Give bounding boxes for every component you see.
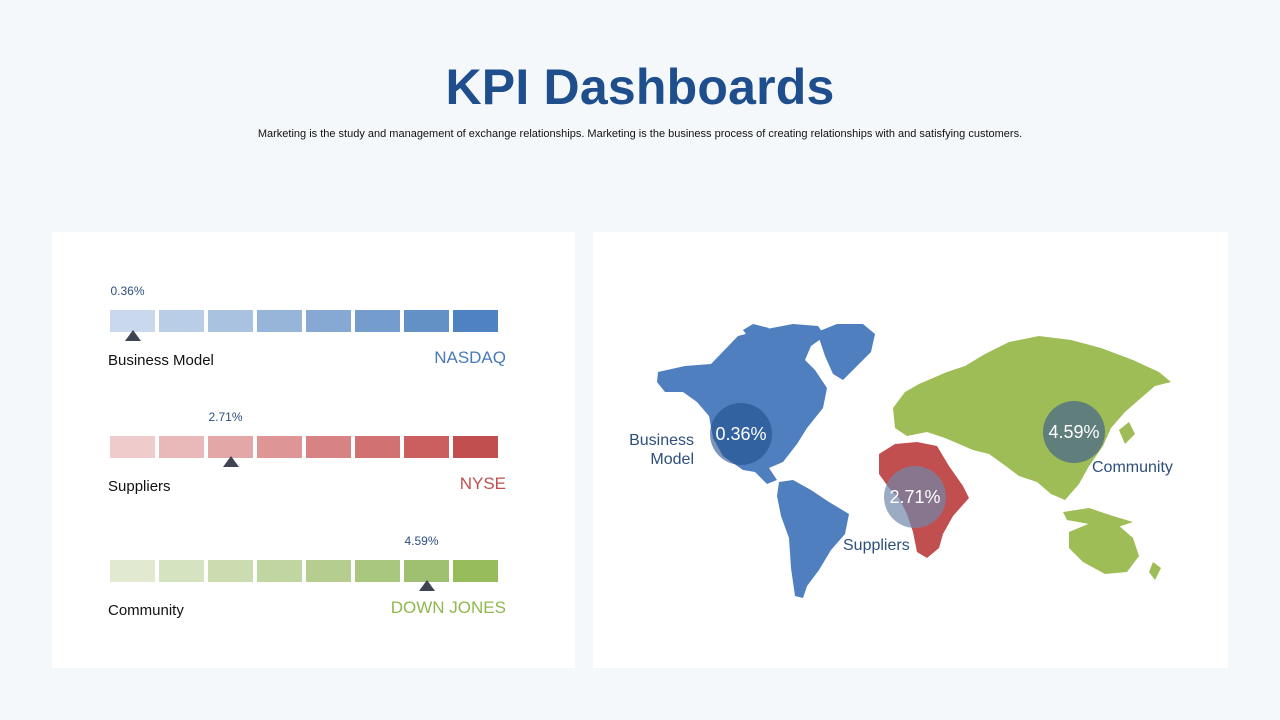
kpi-segment	[453, 560, 498, 582]
map-bubble-community	[1043, 401, 1105, 463]
kpi-marker-icon	[124, 330, 141, 341]
map-region-greenland	[817, 324, 875, 380]
kpi-row-community: 4.59% Community DOWN JONES	[108, 534, 510, 654]
page-subtitle: Marketing is the study and management of…	[257, 128, 1023, 140]
map-region-south-america	[777, 480, 849, 598]
page-title: KPI Dashboards	[445, 59, 835, 115]
kpi-segment	[453, 436, 498, 458]
kpi-segment	[257, 560, 302, 582]
kpi-segment	[159, 560, 204, 582]
kpi-segment	[355, 560, 400, 582]
map-label-community: Community	[1092, 459, 1173, 476]
kpi-segment	[159, 436, 204, 458]
kpi-segment	[208, 560, 253, 582]
kpi-segment	[110, 560, 155, 582]
kpi-segment	[355, 310, 400, 332]
kpi-segment	[355, 436, 400, 458]
map-region-arctic-islands	[743, 324, 805, 340]
kpi-segment	[306, 310, 351, 332]
map-region-new-zealand	[1149, 562, 1161, 580]
kpi-segment	[404, 310, 449, 332]
kpi-scale-bar	[110, 560, 510, 582]
map-label-suppliers: Suppliers	[843, 537, 910, 554]
kpi-segment	[159, 310, 204, 332]
eurasia-shape	[893, 336, 1171, 580]
kpi-scale-bar	[110, 310, 510, 332]
kpi-row-business-model: 0.36% Business Model NASDAQ	[108, 284, 510, 404]
kpi-segment	[404, 436, 449, 458]
kpi-scale-bar	[110, 436, 510, 458]
kpi-row-suppliers: 2.71% Suppliers NYSE	[108, 410, 510, 530]
world-map-panel: 0.36% 2.71% 4.59% Business Model Supplie…	[593, 232, 1228, 668]
map-label-business-model: Business Model	[629, 432, 694, 468]
map-region-australia	[1069, 522, 1139, 574]
kpi-value-label: 4.59%	[404, 534, 439, 548]
kpi-marker-icon	[418, 580, 435, 591]
kpi-value-label: 2.71%	[208, 410, 243, 424]
map-bubble-value: 4.59%	[1048, 422, 1099, 442]
kpi-segment	[306, 436, 351, 458]
kpi-segment	[110, 310, 155, 332]
kpi-market: NYSE	[459, 474, 506, 493]
map-bubble-value: 2.71%	[889, 487, 940, 507]
kpi-name: Business Model	[108, 352, 214, 369]
world-map: 0.36% 2.71% 4.59%	[657, 324, 1171, 598]
map-bubble-suppliers	[884, 466, 946, 528]
kpi-segment	[453, 310, 498, 332]
map-region-indonesia	[1063, 508, 1133, 528]
kpi-value-label: 0.36%	[110, 284, 145, 298]
map-region-eurasia	[893, 336, 1171, 500]
kpi-segment	[208, 436, 253, 458]
kpi-market: NASDAQ	[434, 348, 506, 367]
map-region-japan	[1119, 422, 1135, 444]
kpi-segment	[110, 436, 155, 458]
kpi-segment	[257, 436, 302, 458]
kpi-market: DOWN JONES	[390, 598, 506, 617]
kpi-segment	[404, 560, 449, 582]
kpi-segment	[208, 310, 253, 332]
kpi-marker-icon	[222, 456, 239, 467]
kpi-name: Suppliers	[108, 478, 171, 495]
map-bubble-business-model	[710, 403, 772, 465]
map-bubble-value: 0.36%	[715, 424, 766, 444]
kpi-segment	[306, 560, 351, 582]
kpi-bars-panel: 0.36% Business Model NASDAQ 2.71% Suppli…	[52, 232, 575, 668]
kpi-segment	[257, 310, 302, 332]
kpi-name: Community	[108, 602, 184, 619]
